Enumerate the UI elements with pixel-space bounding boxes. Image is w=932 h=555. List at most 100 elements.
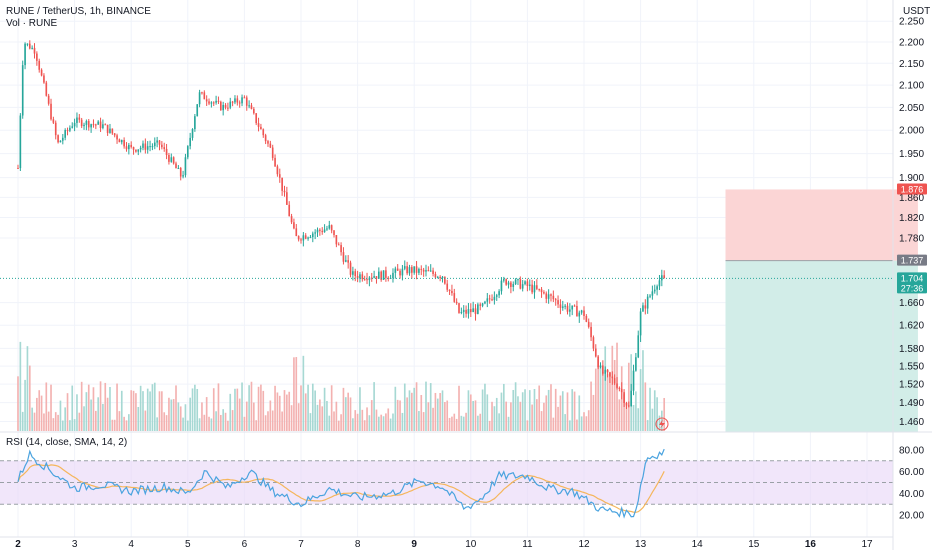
candle-body (168, 155, 170, 162)
volume-bar (300, 385, 302, 431)
volume-bar (319, 399, 321, 431)
candle-body (566, 305, 569, 312)
candle-body (580, 310, 583, 313)
candle-body (36, 53, 38, 61)
volume-bar (52, 418, 55, 431)
volume-bar (580, 416, 583, 431)
candle-body (286, 192, 288, 205)
candle-body (267, 141, 269, 144)
candle-body (604, 369, 607, 374)
candle-body (517, 279, 519, 281)
volume-bar (142, 391, 144, 431)
volume-bar (543, 402, 545, 431)
volume-bar (583, 412, 585, 431)
candle-body (613, 378, 616, 384)
candle-body (576, 305, 578, 317)
volume-bar (238, 398, 241, 431)
volume-bar (401, 412, 404, 431)
volume-bar (649, 387, 651, 431)
volume-bar (366, 407, 368, 431)
volume-bar (536, 399, 538, 431)
volume-bar (590, 381, 592, 431)
target-zone (725, 260, 918, 432)
candle-body (295, 228, 298, 237)
volume-bar (78, 412, 81, 431)
volume-bar (175, 385, 177, 431)
candle-body (623, 392, 625, 403)
volume-bar (47, 411, 50, 431)
volume-bar (370, 400, 373, 431)
candle-body (625, 402, 628, 406)
candle-body (311, 233, 314, 238)
volume-bar (61, 420, 64, 431)
volume-bar (57, 414, 59, 431)
candle-body (43, 75, 45, 83)
volume-bar (264, 415, 267, 431)
candle-body (519, 279, 522, 289)
volume-bar (137, 406, 140, 431)
candle-body (453, 293, 456, 302)
volume-bar (215, 411, 217, 431)
volume-bar (484, 383, 486, 431)
volume-bar (321, 406, 324, 431)
candle-body (281, 177, 283, 191)
volume-bar (245, 401, 248, 431)
candle-body (370, 277, 373, 279)
candle-body (229, 101, 232, 108)
candle-body (45, 82, 48, 96)
candle-body (97, 121, 100, 125)
volume-bar (179, 406, 182, 431)
candle-body (342, 252, 345, 262)
candle-body (413, 266, 416, 273)
volume-bar (340, 414, 342, 431)
candle-body (201, 92, 203, 94)
candle-body (253, 108, 255, 114)
candle-body (118, 139, 121, 143)
candle-body (87, 120, 90, 128)
candle-body (144, 143, 147, 150)
volume-bar (302, 355, 305, 431)
time-tick-label: 11 (522, 539, 533, 550)
volume-bar (323, 387, 326, 431)
candle-body (385, 270, 387, 278)
candle-body (278, 174, 281, 178)
candle-body (163, 147, 166, 149)
volume-bar (387, 408, 390, 431)
candle-body (569, 309, 571, 312)
candle-body (323, 229, 326, 233)
candle-body (448, 289, 451, 291)
volume-bar (156, 417, 158, 431)
volume-bar (118, 411, 121, 431)
candle-body (73, 122, 76, 127)
volume-bar (495, 397, 498, 431)
volume-bar (307, 384, 309, 431)
candle-body (113, 133, 116, 136)
time-tick-label: 2 (15, 539, 21, 550)
volume-bar (359, 387, 361, 431)
volume-bar (599, 365, 602, 431)
volume-bar (132, 390, 135, 431)
candle-body (260, 126, 262, 130)
rsi-sma-line (17, 464, 665, 513)
candle-body (415, 266, 418, 273)
time-tick-label: 14 (692, 539, 704, 550)
volume-bar (186, 420, 189, 431)
candle-body (85, 120, 88, 125)
volume-bar (368, 415, 371, 431)
candle-body (146, 146, 149, 150)
volume-bar (76, 394, 78, 431)
candle-body (491, 299, 493, 301)
candle-body (276, 166, 279, 175)
candle-body (170, 157, 173, 162)
candle-body (177, 168, 180, 170)
candle-body (618, 387, 621, 389)
long-position-tool[interactable] (725, 189, 918, 432)
candle-body (543, 292, 545, 294)
candle-body (33, 47, 36, 54)
volume-bar (646, 420, 649, 431)
candle-body (352, 271, 354, 275)
volume-bar (177, 402, 180, 431)
volume-bar (90, 399, 92, 431)
